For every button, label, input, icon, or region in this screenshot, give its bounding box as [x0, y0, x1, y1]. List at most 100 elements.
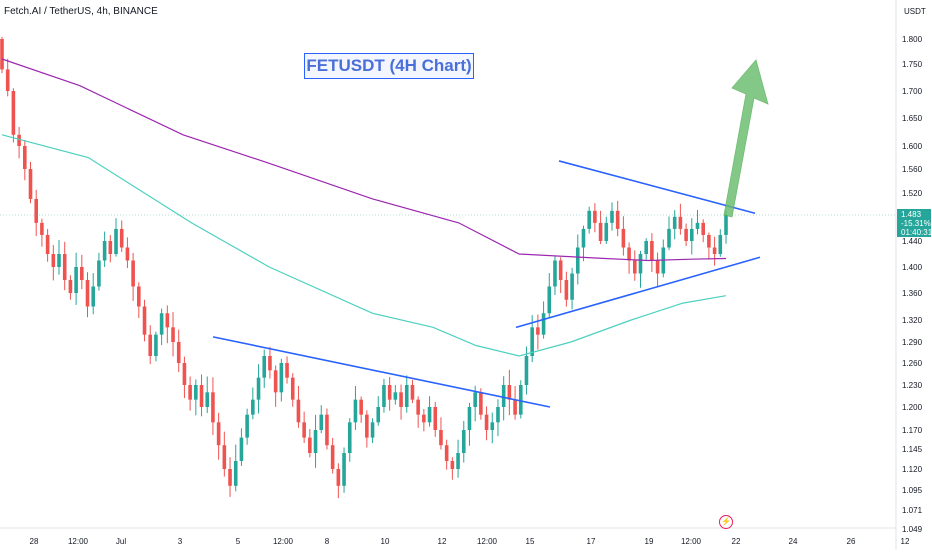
candle-body [194, 385, 198, 400]
candle-body [501, 385, 506, 407]
candle-body [484, 414, 489, 430]
candle-body [541, 313, 546, 335]
candle-body [17, 134, 21, 146]
candle-body [570, 273, 574, 300]
candle-body [450, 461, 455, 469]
price-tick-label: 1.400 [902, 263, 923, 272]
candle-body [165, 313, 170, 328]
candle-body [433, 407, 438, 430]
candle-body [302, 422, 306, 438]
candle-body [285, 363, 289, 378]
candle-body [268, 356, 272, 371]
candle-body [347, 422, 352, 453]
candle-body [273, 370, 278, 393]
candle-body [467, 407, 472, 430]
time-tick-label: 5 [236, 537, 241, 546]
candle-body [638, 254, 643, 274]
price-tick-label: 1.800 [902, 35, 923, 44]
candle-body [655, 260, 660, 274]
candle-body [182, 363, 187, 385]
candle-body [342, 453, 346, 486]
candle-body [370, 422, 375, 438]
candle-body [108, 241, 113, 254]
candle-body [80, 267, 84, 280]
bar-countdown: 01:40:31 [901, 228, 932, 237]
candle-body [5, 69, 10, 91]
trendline [515, 256, 761, 329]
candle-body [85, 280, 90, 307]
last-price-value: 1.483 [901, 210, 922, 219]
candle-body [553, 260, 557, 287]
price-tick-label: 1.560 [902, 165, 923, 174]
candle-body [547, 286, 552, 314]
candle-body [137, 286, 141, 307]
candle-body [684, 228, 688, 241]
candle-body [159, 313, 164, 335]
moving-average-long [1, 58, 727, 262]
candle-body [490, 422, 495, 430]
trendline [212, 336, 551, 408]
candle-body [404, 385, 409, 407]
time-tick-label: 28 [30, 537, 39, 546]
candle-body [216, 422, 221, 446]
lightning-icon[interactable]: ⚡ [719, 515, 733, 529]
candle-body [581, 228, 586, 248]
candle-body [479, 392, 483, 415]
candle-body [45, 234, 50, 254]
time-tick-label: 24 [789, 537, 798, 546]
candle-body [427, 407, 432, 423]
candle-body [530, 327, 534, 356]
time-tick-label: 12:00 [273, 537, 294, 546]
candle-body [251, 399, 255, 415]
time-tick-label: 3 [178, 537, 183, 546]
candle-body [102, 241, 107, 261]
candle-body [57, 254, 61, 267]
price-tick-label: 1.095 [902, 486, 923, 495]
candle-body [701, 222, 705, 235]
candle-body [0, 39, 4, 70]
last-price-change: -15.31% [901, 219, 931, 228]
candle-body [598, 222, 603, 241]
candle-body [444, 445, 449, 461]
candle-body [119, 228, 124, 248]
candle-body [507, 385, 512, 400]
candle-body [256, 377, 261, 400]
candle-body [678, 216, 683, 229]
price-tick-label: 1.290 [902, 338, 923, 347]
price-tick-label: 1.145 [902, 445, 923, 454]
candle-body [456, 453, 460, 469]
last-price-tag: 1.483 -15.31% 01:40:31 [897, 209, 932, 237]
price-tick-label: 1.650 [902, 114, 923, 123]
candle-body [410, 385, 415, 400]
price-tick-label: 1.230 [902, 381, 923, 390]
time-tick-label: 26 [847, 537, 856, 546]
price-tick-label: 1.071 [902, 506, 923, 515]
time-tick-label: 22 [732, 537, 741, 546]
candle-body [296, 399, 301, 423]
candle-body [239, 437, 244, 461]
candle-body [575, 247, 580, 274]
candle-body [399, 392, 403, 407]
candle-body [28, 169, 33, 199]
candle-body [564, 280, 569, 300]
candle-body [382, 385, 386, 407]
candle-body [34, 198, 39, 223]
candle-body [262, 356, 267, 378]
price-tick-label: 1.200 [902, 403, 923, 412]
candle-body [416, 399, 420, 415]
candle-body [422, 414, 426, 423]
candle-body [667, 228, 671, 248]
trendline [558, 160, 756, 214]
candle-body [142, 306, 147, 335]
price-tick-label: 1.260 [902, 359, 923, 368]
time-tick-label: 10 [381, 537, 390, 546]
currency-label[interactable]: USDT [904, 7, 926, 16]
target-arrow [723, 59, 769, 218]
price-tick-label: 1.320 [902, 316, 923, 325]
candle-body [672, 216, 677, 229]
candle-body [393, 392, 398, 400]
time-tick-label: Jul [116, 537, 126, 546]
time-tick-label: 8 [325, 537, 330, 546]
price-tick-label: 1.120 [902, 465, 923, 474]
